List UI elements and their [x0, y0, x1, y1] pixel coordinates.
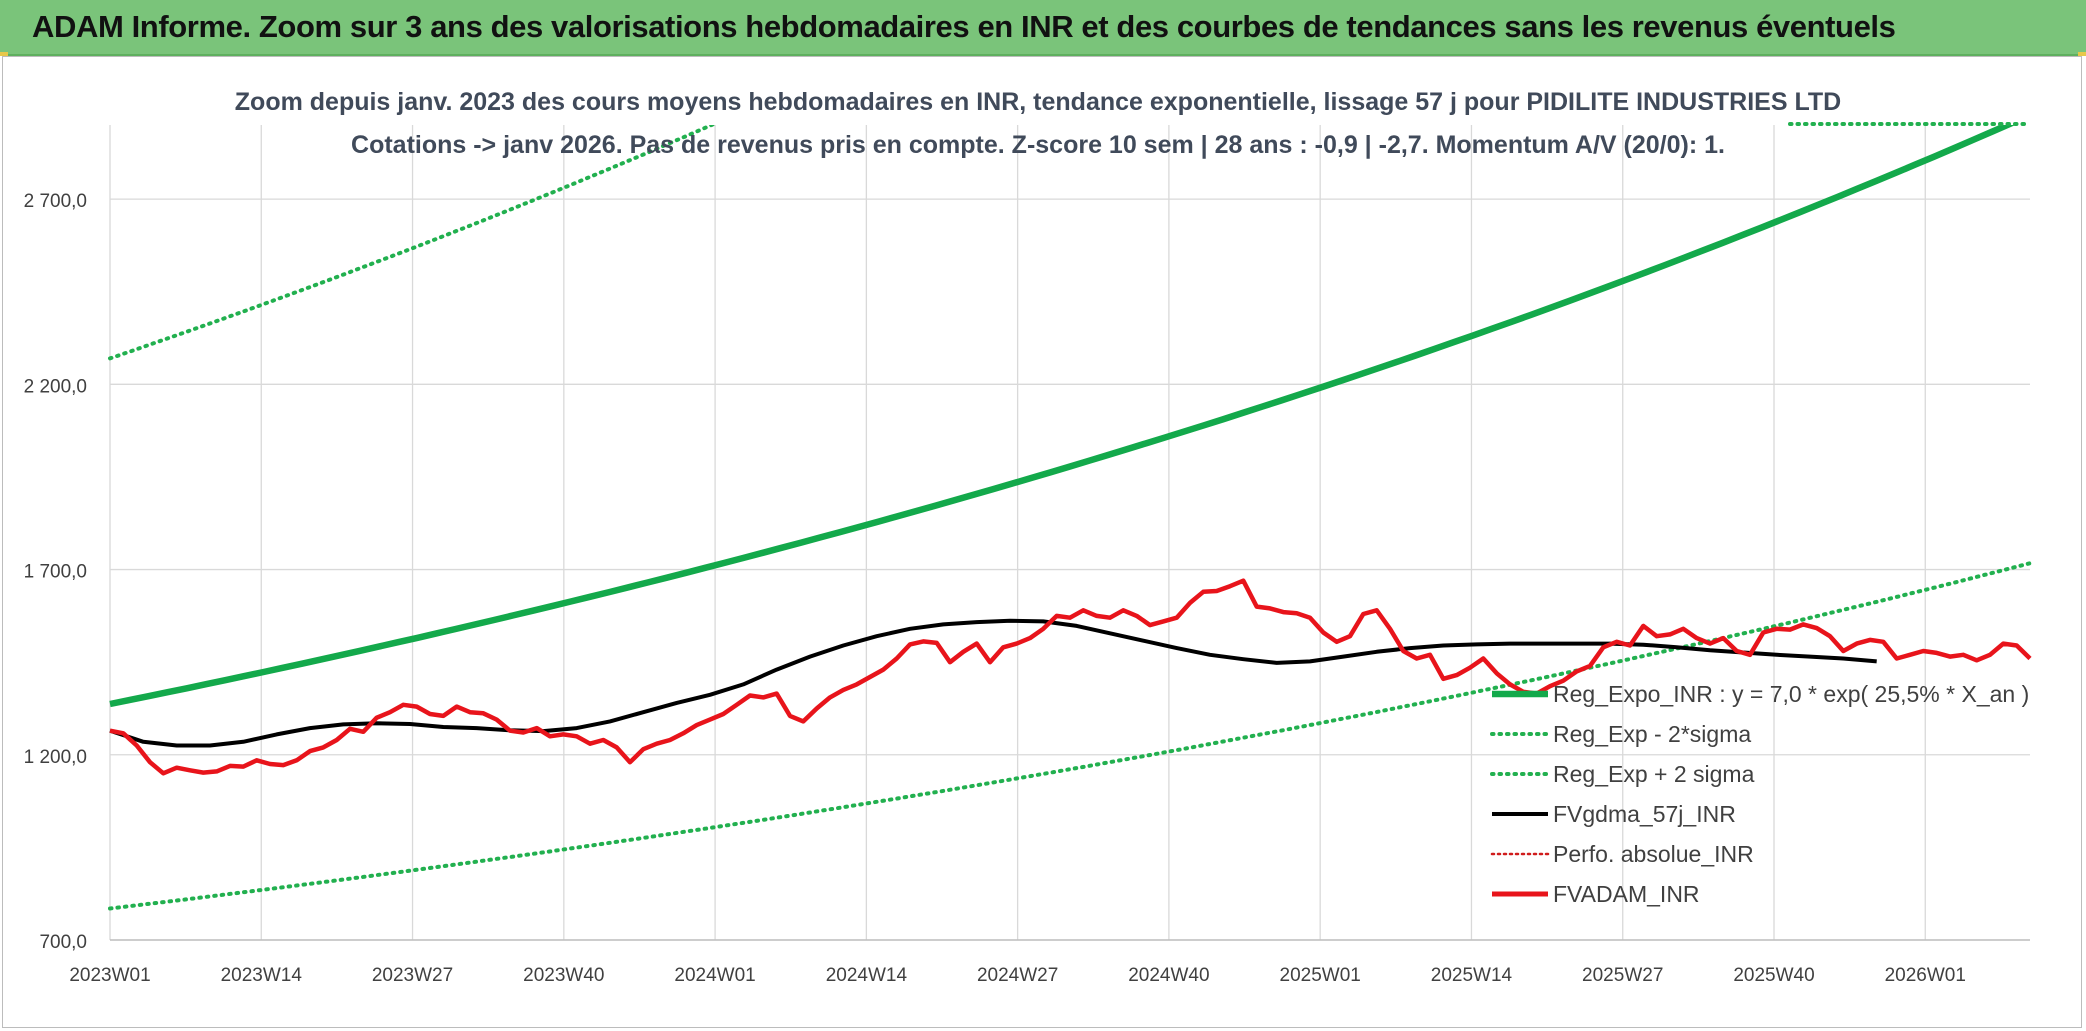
x-tick-label-9: 2025W14: [1431, 965, 1513, 986]
legend-label-reg_expo: Reg_Expo_INR : y = 7,0 * exp( 25,5% * X_…: [1553, 681, 2029, 707]
chart-title-line-1: Zoom depuis janv. 2023 des cours moyens …: [235, 88, 1841, 116]
chart-series-layer: [108, 125, 2032, 911]
legend-label-minus2: Reg_Exp - 2*sigma: [1553, 721, 1751, 747]
chart-title-line-2: Cotations -> janv 2026. Pas de revenus p…: [351, 131, 1725, 159]
corner-marker-right: [2078, 52, 2086, 56]
y-tick-label-3: 2 200,0: [24, 376, 87, 397]
chart-legend: Reg_Expo_INR : y = 7,0 * exp( 25,5% * X_…: [1490, 681, 2029, 907]
x-tick-label-10: 2025W27: [1582, 965, 1663, 986]
legend-label-plus2: Reg_Exp + 2 sigma: [1553, 761, 1755, 787]
x-tick-label-11: 2025W40: [1733, 965, 1814, 986]
report-banner: ADAM Informe. Zoom sur 3 ans des valoris…: [0, 0, 2086, 56]
x-tick-label-6: 2024W27: [977, 965, 1058, 986]
chart-axis-labels: 700,0 1 200,0 1 700,0 2 200,0 2 700,0 2023W01…: [24, 191, 1966, 986]
chart-gridlines: [109, 125, 2030, 941]
series-reg-exp-minus-2-sigma: [108, 561, 2032, 911]
y-tick-label-4: 2 700,0: [24, 191, 87, 212]
x-tick-label-3: 2023W40: [523, 965, 604, 986]
y-tick-label-2: 1 700,0: [24, 562, 87, 583]
y-tick-label-1: 1 200,0: [24, 747, 87, 768]
legend-label-mma: FVgdma_57j_INR: [1553, 801, 1736, 827]
x-tick-label-4: 2024W01: [674, 965, 755, 986]
x-tick-label-12: 2026W01: [1885, 965, 1966, 986]
series-fvadam-inr: [109, 578, 2032, 776]
corner-marker-left: [0, 52, 8, 56]
x-tick-label-7: 2024W40: [1128, 965, 1209, 986]
report-title: ADAM Informe. Zoom sur 3 ans des valoris…: [32, 9, 1896, 44]
legend-label-perfo: Perfo. absolue_INR: [1553, 841, 1754, 867]
series-reg-exp-plus-2-sigma: [108, 125, 717, 361]
x-tick-label-2: 2023W27: [372, 965, 453, 986]
legend-label-fvadam: FVADAM_INR: [1553, 881, 1700, 907]
x-tick-label-1: 2023W14: [221, 965, 303, 986]
series-reg-expo-inr: [109, 125, 2016, 708]
x-tick-label-5: 2024W14: [826, 965, 908, 986]
x-tick-label-0: 2023W01: [69, 965, 150, 986]
series-fvgdma-57j-inr: [109, 618, 1877, 748]
y-tick-label-0: 700,0: [39, 932, 87, 953]
chart-frame: [2, 56, 2082, 1028]
x-tick-label-8: 2025W01: [1280, 965, 1361, 986]
